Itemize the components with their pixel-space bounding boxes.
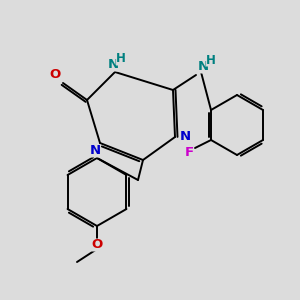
Text: N: N	[179, 130, 191, 143]
Text: H: H	[206, 53, 216, 67]
Text: O: O	[92, 238, 103, 251]
Text: N: N	[197, 61, 208, 74]
Text: O: O	[50, 68, 61, 80]
Text: F: F	[184, 146, 194, 158]
Text: N: N	[89, 145, 100, 158]
Text: H: H	[116, 52, 126, 65]
Text: N: N	[107, 58, 118, 71]
